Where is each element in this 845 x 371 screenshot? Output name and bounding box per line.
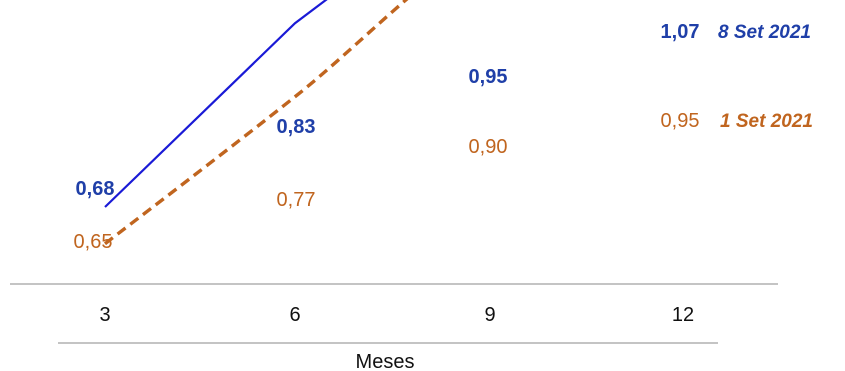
data-label-8-set-2021: 0,83 xyxy=(277,116,316,138)
legend: 8 Set 2021 1 Set 2021 xyxy=(718,22,813,132)
data-label-1-set-2021: 0,90 xyxy=(469,136,508,158)
data-label-1-set-2021: 0,77 xyxy=(277,189,316,211)
x-tick-label: 12 xyxy=(672,304,694,326)
x-tick-label: 3 xyxy=(99,304,110,326)
data-label-1-set-2021: 0,95 xyxy=(661,110,700,132)
x-axis-title: Meses xyxy=(356,351,415,371)
data-label-8-set-2021: 0,95 xyxy=(469,66,508,88)
legend-entry-8-set-2021: 8 Set 2021 xyxy=(718,22,811,43)
data-label-8-set-2021: 0,68 xyxy=(76,178,115,200)
data-label-1-set-2021: 0,65 xyxy=(74,231,113,253)
data-labels: 0,68 0,83 0,95 1,07 0,65 0,77 0,90 0,95 xyxy=(74,21,700,253)
series-layer xyxy=(103,0,409,246)
legend-entry-1-set-2021: 1 Set 2021 xyxy=(720,111,813,132)
x-axis-ticks: 3 6 9 12 xyxy=(99,304,694,326)
series-line-8-set-2021 xyxy=(104,0,328,208)
x-tick-label: 9 xyxy=(484,304,495,326)
data-label-8-set-2021: 1,07 xyxy=(661,21,700,43)
series-line-1-set-2021 xyxy=(103,0,409,246)
x-tick-label: 6 xyxy=(289,304,300,326)
